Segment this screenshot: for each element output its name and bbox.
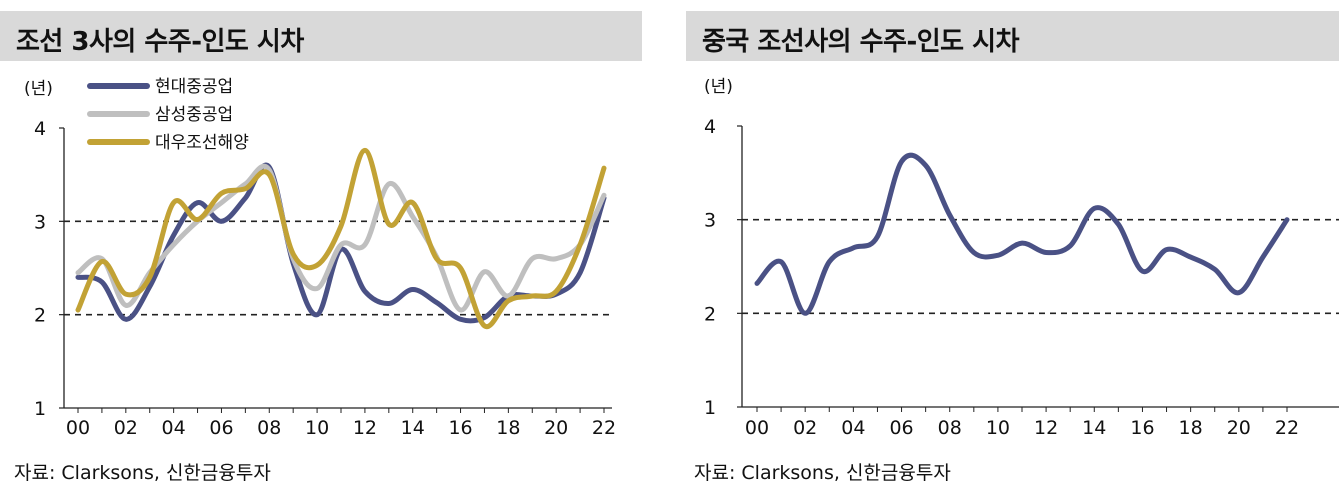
x-tick-label: 02 [114, 417, 138, 439]
x-tick-label: 04 [162, 417, 186, 439]
y-tick-label: 1 [34, 398, 46, 420]
y-axis-unit-label: (년) [704, 77, 733, 97]
x-tick-label: 04 [841, 417, 865, 439]
source-note: 자료: Clarksons, 신한금융투자 [14, 462, 271, 484]
x-tick-label: 22 [1275, 417, 1299, 439]
y-tick-label: 2 [704, 303, 716, 325]
y-tick-label: 1 [704, 397, 716, 419]
x-tick-label: 08 [257, 417, 281, 439]
series-line-1 [754, 152, 1290, 316]
x-tick-label: 00 [66, 417, 90, 439]
legend-label: 대우조선해양 [155, 133, 249, 153]
chart-title: 중국 조선사의 수주-인도 시차 [702, 27, 1020, 57]
x-tick-label: 14 [1082, 417, 1106, 439]
x-tick-label: 14 [401, 417, 425, 439]
x-tick-label: 08 [938, 417, 962, 439]
x-tick-label: 06 [209, 417, 233, 439]
y-tick-label: 3 [704, 210, 716, 232]
chart-panel-left: 조선 3사의 수주-인도 시차 (년) 1 2 3 4 00 02 04 06 08 10 12 14 1… [0, 0, 645, 497]
legend-label: 삼성중공업 [155, 105, 233, 125]
series-line-2 [75, 163, 607, 313]
chart-title-bar: 중국 조선사의 수주-인도 시차 [686, 11, 1339, 61]
x-tick-label: 10 [986, 417, 1010, 439]
x-tick-label: 10 [305, 417, 329, 439]
y-tick-label: 2 [34, 305, 46, 327]
y-tick-label: 3 [34, 211, 46, 233]
y-axis-unit-label: (년) [24, 79, 53, 99]
x-tick-label: 00 [745, 417, 769, 439]
source-note: 자료: Clarksons, 신한금융투자 [694, 462, 951, 484]
x-tick-label: 20 [1227, 417, 1251, 439]
series-line-3 [75, 147, 607, 330]
chart-title-bar: 조선 3사의 수주-인도 시차 [0, 11, 642, 61]
chart-panel-right: 중국 조선사의 수주-인도 시차 (년) 1 2 3 4 00 02 04 06 08 10 12 14… [686, 0, 1339, 497]
legend-label: 현대중공업 [155, 77, 233, 97]
x-tick-label: 12 [353, 417, 377, 439]
x-tick-label: 20 [544, 417, 568, 439]
y-tick-label: 4 [704, 116, 716, 138]
x-tick-label: 16 [448, 417, 472, 439]
y-tick-label: 4 [34, 118, 46, 140]
x-tick-label: 22 [592, 417, 616, 439]
x-tick-label: 02 [793, 417, 817, 439]
x-tick-label: 18 [496, 417, 520, 439]
x-tick-label: 12 [1034, 417, 1058, 439]
x-tick-label: 16 [1130, 417, 1154, 439]
x-tick-label: 18 [1179, 417, 1203, 439]
chart-title: 조선 3사의 수주-인도 시차 [16, 27, 304, 57]
x-tick-label: 06 [889, 417, 913, 439]
